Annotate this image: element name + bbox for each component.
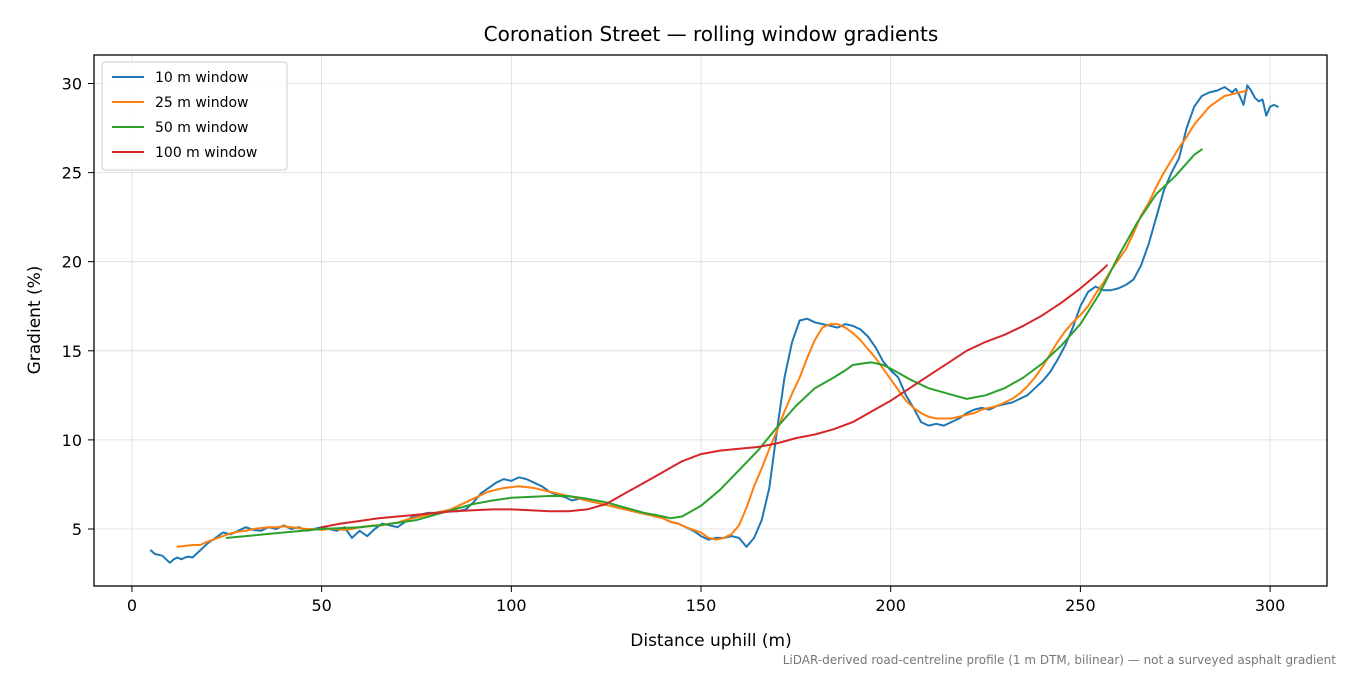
- series-line-4: [320, 264, 1108, 529]
- tick-layer: 0 50 100 150 200 250 300 5 10 15 20 25 30: [62, 75, 1286, 615]
- x-tick-label: 200: [875, 596, 906, 615]
- x-tick-label: 50: [311, 596, 331, 615]
- legend-entry: 25 m window: [155, 95, 248, 111]
- x-tick-label: 100: [496, 596, 527, 615]
- y-tick-label: 5: [72, 520, 82, 539]
- series-layer: [149, 84, 1279, 564]
- x-axis-label: Distance uphill (m): [630, 631, 791, 651]
- legend: 10 m window 25 m window 50 m window 100 m w…: [101, 61, 288, 171]
- y-tick-label: 10: [62, 431, 82, 450]
- y-tick-label: 30: [62, 75, 82, 94]
- x-tick-label: 300: [1255, 596, 1286, 615]
- y-axis-label: Gradient (%): [25, 266, 45, 375]
- legend-entry: 50 m window: [155, 120, 248, 136]
- y-tick-label: 20: [62, 253, 82, 272]
- plot-frame: [93, 54, 1328, 587]
- y-tick-label: 25: [62, 164, 82, 183]
- x-tick-label: 0: [127, 596, 137, 615]
- footnote: LiDAR-derived road-centreline profile (1…: [783, 653, 1337, 667]
- legend-entry: 100 m window: [155, 145, 257, 161]
- legend-entry: 10 m window: [155, 70, 248, 86]
- x-tick-label: 150: [686, 596, 717, 615]
- y-tick-label: 15: [62, 342, 82, 361]
- legend-box: [101, 61, 288, 171]
- series-line-3: [225, 148, 1203, 539]
- x-tick-label: 250: [1065, 596, 1096, 615]
- chart-title: Coronation Street — rolling window gradi…: [484, 22, 939, 46]
